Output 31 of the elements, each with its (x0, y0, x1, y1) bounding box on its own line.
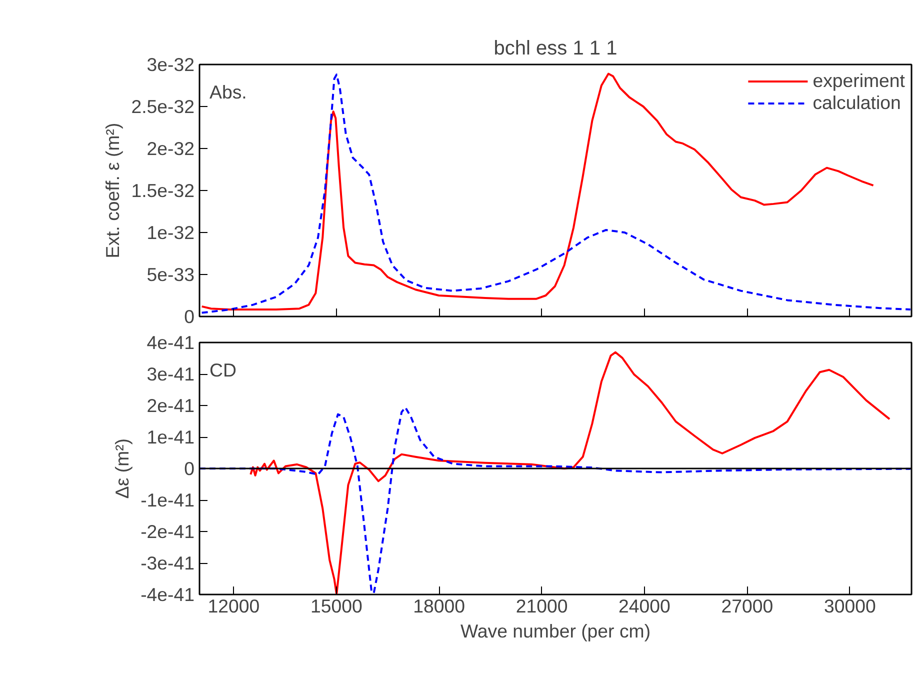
y-tick-label: 3e-41 (146, 364, 195, 384)
x-tick-label: 30000 (824, 596, 876, 616)
y-tick-label: 0 (184, 306, 195, 327)
y-tick-label: 1e-32 (146, 222, 195, 243)
y-tick-label: -4e-41 (140, 584, 195, 605)
y-axis-title: Δε (m²) (112, 438, 133, 499)
x-tick-label: 18000 (413, 596, 466, 616)
y-tick-label: -3e-41 (140, 552, 195, 574)
y-tick-label: 2e-41 (146, 395, 195, 416)
y-tick-label: 3e-32 (146, 54, 195, 75)
y-tick-label: 1.5e-32 (131, 180, 195, 201)
y-tick-label: 5e-33 (146, 264, 195, 285)
x-tick-label: 12000 (208, 596, 260, 616)
x-tick-label: 27000 (721, 596, 774, 616)
legend-label: experiment (812, 70, 905, 92)
y-tick-label: 2.5e-32 (131, 96, 195, 117)
y-tick-label: -2e-41 (140, 521, 195, 542)
chart-title: bchl ess 1 1 1 (494, 38, 618, 60)
x-axis-title: Wave number (per cm) (460, 620, 651, 642)
x-tick-label: 24000 (618, 596, 670, 616)
y-tick-label: 2e-32 (146, 138, 195, 159)
annotation: Abs. (210, 82, 247, 102)
y-tick-label: 1e-41 (146, 426, 195, 448)
x-tick-label: 15000 (310, 596, 362, 616)
y-tick-label: -1e-41 (140, 490, 195, 510)
x-tick-label: 21000 (516, 596, 568, 616)
y-axis-title: Ext. coeff. ε (m²) (102, 122, 124, 258)
annotation: CD (210, 360, 236, 380)
y-tick-label: 0 (184, 458, 195, 479)
legend-label: calculation (812, 92, 901, 114)
y-tick-label: 4e-41 (146, 332, 195, 353)
